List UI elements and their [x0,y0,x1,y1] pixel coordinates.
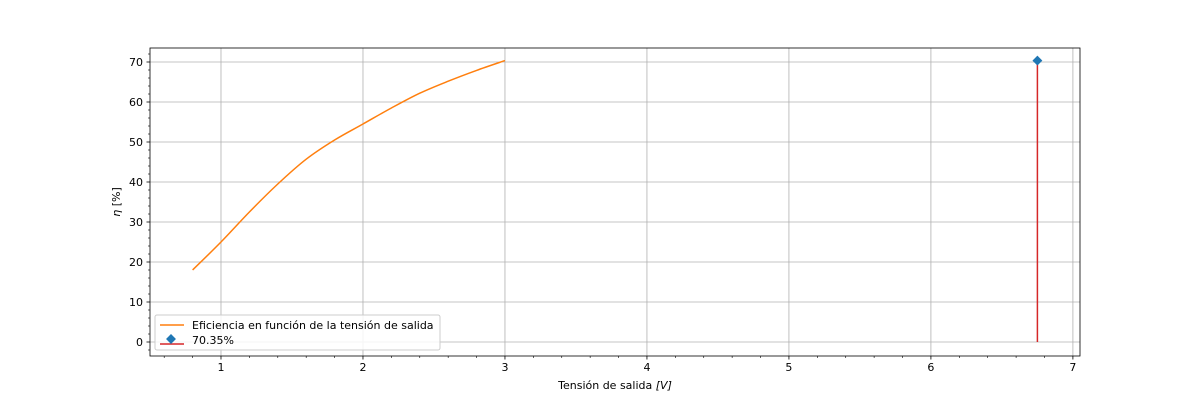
axes-frame [149,47,1081,357]
y-tick-label: 20 [129,256,143,269]
y-tick-label: 70 [129,56,143,69]
x-tick-label: 1 [217,361,224,374]
grid-lines [150,48,1080,356]
legend-box [154,314,441,351]
y-tick-label: 60 [129,96,143,109]
legend-label-efficiency: Eficiencia en función de la tensión de s… [192,319,434,332]
y-tick-label: 30 [129,216,143,229]
legend: Eficiencia en función de la tensión de s… [154,314,441,351]
x-tick-label: 3 [501,361,508,374]
plot-frame [149,47,1081,357]
y-tick-label: 50 [129,136,143,149]
y-tick-label: 40 [129,176,143,189]
x-tick-label: 2 [359,361,366,374]
x-tick-label: 6 [927,361,934,374]
y-axis-label: η [%] [110,187,123,217]
plot-series [192,55,1043,342]
x-axis-label: Tensión de salida [V] [557,379,672,392]
x-tick-label: 7 [1069,361,1076,374]
stem-marker [1032,55,1043,66]
y-tick-label: 10 [129,296,143,309]
efficiency-curve [192,59,506,271]
y-tick-label: 0 [136,336,143,349]
x-tick-label: 5 [785,361,792,374]
x-tick-label: 4 [643,361,650,374]
legend-diamond-marker [166,334,176,344]
legend-label-peak: 70.35% [192,334,234,347]
